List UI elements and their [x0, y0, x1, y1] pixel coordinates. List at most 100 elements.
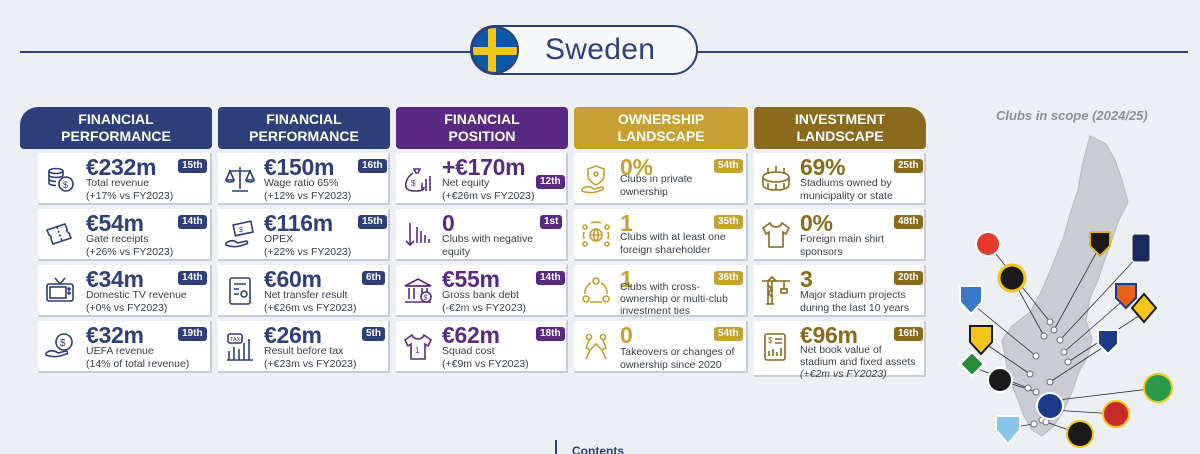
kpi-value: 69% [800, 154, 846, 180]
kpi-card-net-equity: $ +€170m 12th Net equity (+€26m vs FY202… [396, 153, 568, 205]
tax-chart-icon: TAX [224, 331, 256, 363]
kpi-label: Result before tax [264, 345, 344, 357]
kpi-label: Major stadium projects [800, 289, 906, 301]
rank-badge: 5th [362, 327, 385, 341]
kpi-value: €96m [800, 322, 858, 348]
kpi-value: €54m [86, 210, 144, 236]
handshake-icon [580, 331, 612, 363]
rank-badge: 16th [894, 327, 923, 341]
kpi-change: (+26% vs FY2023) [86, 246, 174, 258]
svg-text:$: $ [239, 227, 243, 234]
tshirt-icon [760, 219, 792, 251]
rank-badge: 14th [178, 271, 207, 285]
shield-hand-icon [580, 163, 612, 195]
kpi-change: (+€26m vs FY2023) [264, 302, 357, 314]
money-bag-icon: $ [402, 163, 434, 195]
kpi-card-book-value: $ €96m 16th Net book value of stadium an… [754, 321, 926, 380]
kpi-value: €62m [442, 322, 500, 348]
rank-badge: 18th [536, 327, 565, 341]
kpi-card-foreign-shareholder: 1 35th Clubs with at least one foreign s… [574, 209, 748, 261]
column-header-ownership-landscape: OWNERSHIP LANDSCAPE [574, 107, 748, 149]
kpi-value: 3 [800, 266, 813, 292]
invoice-icon: $ [760, 331, 792, 363]
kpi-change: (14% of total revenue) [86, 358, 190, 370]
kpi-change: (+€26m vs FY2023) [442, 190, 535, 202]
rank-badge: 14th [536, 271, 565, 285]
kpi-value: 0% [620, 154, 653, 180]
kpi-value: €26m [264, 322, 322, 348]
kpi-value: €60m [264, 266, 322, 292]
kpi-change: (+€23m vs FY2023) [264, 358, 357, 370]
kpi-label: Total revenue [86, 177, 150, 189]
page-title: Sweden [545, 33, 656, 66]
sweden-flag-icon [471, 26, 519, 74]
column-header-financial-performance-1: FINANCIAL PERFORMANCE [20, 107, 212, 149]
rank-badge: 36th [714, 271, 743, 285]
kpi-value: 1 [620, 210, 633, 236]
kpi-value: €150m [264, 154, 335, 180]
club-crest-icons [958, 231, 1173, 448]
crane-icon [760, 275, 792, 307]
shirt-icon: 1 [402, 331, 434, 363]
kpi-label-2: ownership [620, 186, 668, 198]
kpi-label-2: foreign shareholder [620, 244, 711, 256]
rank-badge: 12th [536, 175, 565, 189]
rank-badge: 1st [540, 215, 563, 229]
contents-link[interactable]: Contents [572, 444, 624, 454]
rank-badge: 16th [358, 159, 387, 173]
kpi-change: (+€2m vs FY2023) [800, 368, 887, 380]
svg-text:$: $ [424, 295, 428, 302]
kpi-value: €232m [86, 154, 157, 180]
kpi-card-squad-cost: 1 €62m 18th Squad cost (+€9m vs FY2023) [396, 321, 568, 373]
kpi-label: Takeovers or changes of [620, 346, 735, 358]
svg-text:1: 1 [415, 346, 420, 355]
network-icon [580, 275, 612, 307]
rank-badge: 54th [714, 327, 743, 341]
sweden-clubs-map [958, 135, 1173, 448]
kpi-value: €116m [264, 210, 333, 236]
kpi-change: (+€9m vs FY2023) [442, 358, 529, 370]
kpi-label: Clubs in private [620, 173, 693, 185]
downtrend-icon [402, 219, 434, 251]
kpi-card-net-transfer: €60m 6th Net transfer result (+€26m vs F… [218, 265, 390, 317]
kpi-card-gate-receipts: €54m 14th Gate receipts (+26% vs FY2023) [38, 209, 212, 261]
kpi-card-negative-equity: 0 1st Clubs with negative equity [396, 209, 568, 261]
kpi-label: OPEX [264, 233, 294, 245]
tv-icon [44, 275, 76, 307]
kpi-label: UEFA revenue [86, 345, 154, 357]
kpi-label: Net equity [442, 177, 490, 189]
rank-badge: 20th [894, 271, 923, 285]
kpi-label-2: sponsors [800, 246, 843, 258]
map-title: Clubs in scope (2024/25) [996, 108, 1148, 123]
kpi-label: Wage ratio 65% [264, 177, 339, 189]
kpi-label: Foreign main shirt [800, 233, 885, 245]
globe-people-icon [580, 219, 612, 251]
rank-badge: 19th [178, 327, 207, 341]
kpi-label: Gross bank debt [442, 289, 520, 301]
rank-badge: 6th [362, 271, 385, 285]
kpi-label: Clubs with cross- [620, 281, 700, 293]
kpi-card-shirt-sponsors: 0% 48th Foreign main shirt sponsors [754, 209, 926, 261]
svg-text:$: $ [411, 179, 416, 188]
kpi-value: €34m [86, 266, 144, 292]
bank-icon: $ [402, 275, 434, 307]
kpi-change: (+0% vs FY2023) [86, 302, 168, 314]
kpi-label-2: during the last 10 years [800, 302, 910, 314]
kpi-value: €32m [86, 322, 144, 348]
document-icon [224, 275, 256, 307]
kpi-label: Net transfer result [264, 289, 348, 301]
kpi-card-result-before-tax: TAX €26m 5th Result before tax (+€23m vs… [218, 321, 390, 373]
kpi-label-2: ownership or multi-club [620, 293, 728, 305]
column-header-financial-position: FINANCIAL POSITION [396, 107, 568, 149]
kpi-label: Net book value of [800, 344, 882, 356]
kpi-change: (+17% vs FY2023) [86, 190, 174, 202]
scales-icon [224, 163, 256, 195]
kpi-card-wage-ratio: €150m 16th Wage ratio 65% (+12% vs FY202… [218, 153, 390, 205]
kpi-label: Stadiums owned by [800, 177, 892, 189]
kpi-label-2: municipality or state [800, 190, 893, 202]
rank-badge: 48th [894, 215, 923, 229]
kpi-card-stadium-ownership: 69% 25th Stadiums owned by municipality … [754, 153, 926, 205]
kpi-value: 0 [442, 210, 455, 236]
kpi-card-total-revenue: $ €232m 15th Total revenue (+17% vs FY20… [38, 153, 212, 205]
kpi-label: Clubs with negative [442, 233, 534, 245]
